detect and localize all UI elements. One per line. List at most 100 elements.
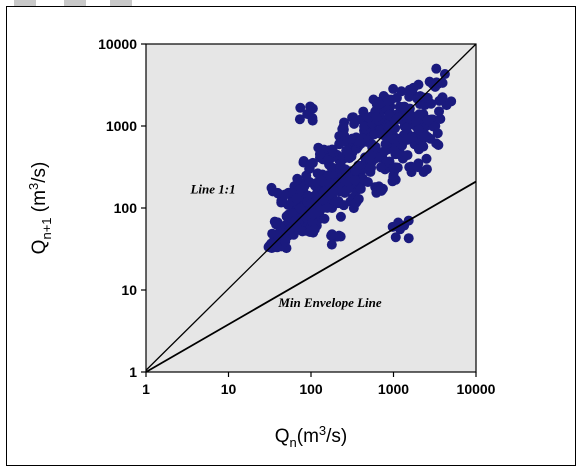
data-point	[389, 116, 400, 127]
data-point	[375, 129, 386, 140]
data-point	[434, 106, 445, 117]
data-point	[396, 86, 407, 97]
data-point	[366, 138, 377, 149]
data-point	[391, 148, 402, 159]
y-axis-label: Qn+1 (m3/s)	[26, 162, 54, 255]
top-edge-mark	[64, 0, 86, 6]
data-point	[306, 198, 317, 209]
data-point	[364, 153, 375, 164]
data-points	[263, 63, 457, 254]
annotation-min-envelope: Min Envelope Line	[277, 295, 382, 310]
data-point	[405, 110, 416, 121]
data-point	[401, 122, 412, 133]
data-point	[390, 232, 401, 243]
data-point	[335, 211, 346, 222]
data-point	[309, 224, 320, 235]
data-point	[371, 112, 382, 123]
data-point	[294, 114, 305, 125]
min-envelope-line	[145, 180, 477, 373]
data-point	[359, 121, 370, 132]
data-point	[322, 202, 333, 213]
data-point	[426, 98, 437, 109]
data-point	[418, 141, 429, 152]
data-point	[326, 239, 337, 250]
data-point	[441, 100, 452, 111]
data-point	[419, 131, 430, 142]
data-point	[402, 134, 413, 145]
data-point	[334, 230, 345, 241]
data-point	[399, 101, 410, 112]
data-point	[332, 198, 343, 209]
data-point	[437, 77, 448, 88]
x-axis-label: Qn(m3/s)	[275, 423, 348, 450]
data-point	[276, 197, 287, 208]
data-point	[415, 91, 426, 102]
data-point	[291, 193, 302, 204]
data-point	[272, 217, 283, 228]
y-tick-label: 100	[114, 200, 138, 216]
data-point	[365, 162, 376, 173]
data-point	[362, 177, 373, 188]
data-point	[295, 203, 306, 214]
data-point	[404, 162, 415, 173]
data-point	[279, 189, 290, 200]
data-point	[272, 242, 283, 253]
data-point	[267, 186, 278, 197]
data-point	[329, 186, 340, 197]
data-point	[280, 236, 291, 247]
data-point	[304, 177, 315, 188]
x-tick-label: 1000	[378, 381, 409, 397]
annotation-line-1-to-1: Line 1:1	[189, 182, 235, 197]
data-point	[350, 165, 361, 176]
data-point	[308, 209, 319, 220]
data-point	[295, 102, 306, 113]
data-point	[347, 133, 358, 144]
data-point	[350, 175, 361, 186]
data-point	[307, 103, 318, 114]
data-point	[387, 221, 398, 232]
y-tick-label: 10	[121, 282, 137, 298]
data-point	[319, 213, 330, 224]
y-tick-label: 10000	[98, 36, 137, 52]
data-point	[354, 136, 365, 147]
data-point	[317, 194, 328, 205]
data-point	[402, 150, 413, 161]
data-point	[326, 230, 337, 241]
data-point	[349, 118, 360, 129]
data-point	[340, 164, 351, 175]
data-point	[353, 193, 364, 204]
data-point	[435, 113, 446, 124]
line-1-to-1	[145, 43, 477, 371]
data-point	[341, 145, 352, 156]
data-point	[413, 124, 424, 135]
data-point	[376, 162, 387, 173]
x-tick-label: 100	[299, 381, 323, 397]
data-point	[334, 138, 345, 149]
data-point	[355, 183, 366, 194]
y-tick-label: 1	[129, 364, 137, 380]
data-point	[327, 144, 338, 155]
data-point	[325, 161, 336, 172]
data-point	[316, 176, 327, 187]
data-point	[432, 128, 443, 139]
data-point	[421, 153, 432, 164]
x-tick-label: 10000	[457, 381, 496, 397]
data-point	[431, 63, 442, 74]
data-point	[314, 149, 325, 160]
data-point	[307, 115, 318, 126]
top-edge-mark	[14, 0, 36, 6]
x-tick-label: 1	[142, 381, 150, 397]
y-tick-label: 1000	[106, 118, 137, 134]
data-point	[374, 98, 385, 109]
data-point	[307, 157, 318, 168]
data-point	[388, 83, 399, 94]
data-point	[422, 115, 433, 126]
data-point	[437, 92, 448, 103]
data-point	[297, 226, 308, 237]
data-point	[390, 162, 401, 173]
data-point	[338, 121, 349, 132]
data-point	[403, 233, 414, 244]
x-tick-label: 10	[221, 381, 237, 397]
top-edge-mark	[110, 0, 132, 6]
